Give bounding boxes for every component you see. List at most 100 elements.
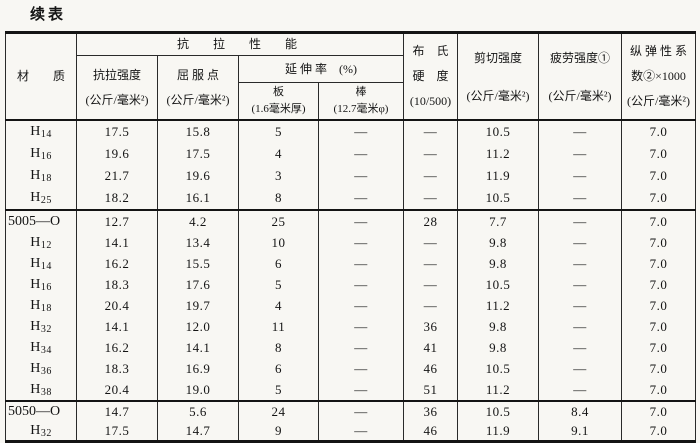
- value-cell: 7.0: [621, 379, 697, 401]
- header-tensile-group: 抗 拉 性 能: [75, 32, 405, 56]
- value-cell: —: [403, 295, 459, 316]
- table-row: H16 18.3 17.6 5— —10.5—7.0: [5, 274, 697, 295]
- table-row: 5050—O 14.7 5.6 24—36 10.5 8.4 7.0: [5, 400, 697, 421]
- value-cell: 11.9: [457, 421, 540, 442]
- value-cell: —: [403, 232, 459, 253]
- value-cell: 14.7: [76, 400, 158, 421]
- value-cell: —: [538, 187, 623, 210]
- material-cell: H18: [5, 295, 77, 316]
- value-cell: 4.2: [157, 209, 239, 232]
- value-cell: 14.1: [157, 337, 239, 358]
- value-cell: 7.0: [621, 421, 697, 442]
- value-cell: 24: [238, 400, 319, 421]
- table-row: H16 19.6 17.5 4— —11.2—7.0: [5, 143, 697, 165]
- value-cell: 11: [238, 316, 319, 337]
- material-cell: H16: [5, 274, 77, 295]
- value-cell: 5: [238, 274, 319, 295]
- value-cell: —: [317, 337, 405, 358]
- value-cell: —: [538, 337, 623, 358]
- value-cell: —: [317, 316, 405, 337]
- value-cell: 5: [238, 120, 319, 143]
- value-cell: 18.3: [76, 274, 158, 295]
- value-cell: —: [403, 165, 459, 187]
- value-cell: 28: [403, 209, 459, 232]
- value-cell: 17.5: [76, 421, 158, 442]
- value-cell: 16.2: [76, 253, 158, 274]
- value-cell: 7.0: [621, 253, 697, 274]
- value-cell: 36: [403, 400, 459, 421]
- table-row: H32 14.1 12.0 11—36 9.8—7.0: [5, 316, 697, 337]
- value-cell: 8: [238, 187, 319, 210]
- value-cell: —: [403, 274, 459, 295]
- value-cell: 7.0: [621, 274, 697, 295]
- value-cell: 12.0: [157, 316, 239, 337]
- value-cell: 21.7: [76, 165, 158, 187]
- value-cell: 7.0: [621, 143, 697, 165]
- header-elongation-plate: 板 (1.6毫米厚): [238, 82, 319, 121]
- value-cell: 18.2: [76, 187, 158, 210]
- value-cell: 11.2: [457, 379, 540, 401]
- value-cell: —: [403, 143, 459, 165]
- value-cell: 17.5: [157, 143, 239, 165]
- value-cell: 46: [403, 421, 459, 442]
- value-cell: 3: [238, 165, 319, 187]
- value-cell: 7.0: [621, 316, 697, 337]
- header-tensile-strength: 抗拉强度 (公斤/毫米²): [76, 55, 158, 121]
- value-cell: 15.8: [157, 120, 239, 143]
- material-cell: H16: [5, 143, 77, 165]
- value-cell: —: [538, 316, 623, 337]
- value-cell: 13.4: [157, 232, 239, 253]
- value-cell: 10.5: [457, 274, 540, 295]
- value-cell: 9.1: [538, 421, 623, 442]
- value-cell: 14.1: [76, 316, 158, 337]
- header-yield-point: 屈 服 点 (公斤/毫米²): [157, 55, 239, 121]
- value-cell: 46: [403, 358, 459, 379]
- header-fatigue-strength: 疲劳强度① (公斤/毫米²): [538, 32, 623, 121]
- value-cell: 11.2: [457, 143, 540, 165]
- header-elongation-bar: 棒 (12.7毫米φ): [317, 82, 405, 121]
- value-cell: 10.5: [457, 120, 540, 143]
- value-cell: —: [538, 358, 623, 379]
- value-cell: —: [317, 358, 405, 379]
- value-cell: 10.5: [457, 400, 540, 421]
- value-cell: —: [538, 209, 623, 232]
- value-cell: 4: [238, 143, 319, 165]
- value-cell: 19.6: [76, 143, 158, 165]
- value-cell: 16.9: [157, 358, 239, 379]
- value-cell: —: [538, 253, 623, 274]
- table-row: H14 16.2 15.5 6— —9.8—7.0: [5, 253, 697, 274]
- value-cell: 41: [403, 337, 459, 358]
- table-body: H14 17.5 15.8 5— —10.5—7.0 H16 19.6 17.5 4— —11.2…: [5, 120, 697, 442]
- value-cell: —: [538, 120, 623, 143]
- value-cell: 8.4: [538, 400, 623, 421]
- value-cell: 7.0: [621, 165, 697, 187]
- value-cell: 19.6: [157, 165, 239, 187]
- header-brinell-hardness: 布 氏 硬 度 (10/500): [403, 32, 459, 121]
- value-cell: 25: [238, 209, 319, 232]
- value-cell: —: [317, 400, 405, 421]
- material-cell: H12: [5, 232, 77, 253]
- value-cell: —: [317, 143, 405, 165]
- value-cell: —: [317, 295, 405, 316]
- table-row: H12 14.1 13.4 10— —9.8—7.0: [5, 232, 697, 253]
- value-cell: 9.8: [457, 253, 540, 274]
- value-cell: 7.0: [621, 400, 697, 421]
- value-cell: 6: [238, 358, 319, 379]
- table-row: H32 17.5 14.7 9—46 11.9 9.1 7.0: [5, 421, 697, 442]
- value-cell: 15.5: [157, 253, 239, 274]
- value-cell: 20.4: [76, 295, 158, 316]
- material-cell: 5050—O: [5, 400, 77, 421]
- value-cell: 10.5: [457, 358, 540, 379]
- value-cell: 10: [238, 232, 319, 253]
- header-elastic-modulus: 纵 弹 性 系 数②×1000 (公斤/毫米²): [621, 32, 697, 121]
- table-row: H25 18.2 16.1 8— —10.5—7.0: [5, 187, 697, 210]
- value-cell: —: [317, 421, 405, 442]
- value-cell: —: [538, 379, 623, 401]
- material-cell: H36: [5, 358, 77, 379]
- material-cell: H18: [5, 165, 77, 187]
- value-cell: 5.6: [157, 400, 239, 421]
- table-row: H38 20.4 19.0 5—51 11.2—7.0: [5, 379, 697, 401]
- value-cell: 7.0: [621, 232, 697, 253]
- value-cell: 7.0: [621, 120, 697, 143]
